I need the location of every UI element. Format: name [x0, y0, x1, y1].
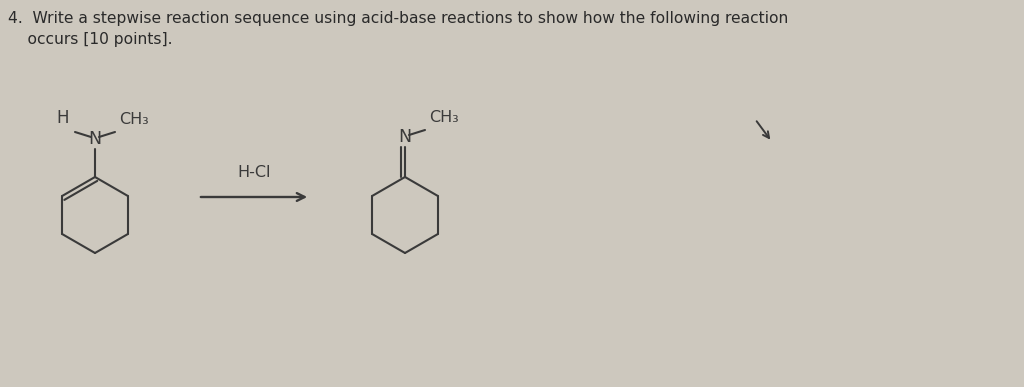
Text: CH₃: CH₃: [429, 110, 459, 125]
Text: N: N: [398, 128, 412, 146]
Text: 4.  Write a stepwise reaction sequence using acid-base reactions to show how the: 4. Write a stepwise reaction sequence us…: [8, 11, 788, 26]
Text: occurs [10 points].: occurs [10 points].: [8, 32, 172, 47]
Text: H-Cl: H-Cl: [238, 165, 270, 180]
Text: CH₃: CH₃: [119, 112, 148, 127]
Text: N: N: [88, 130, 101, 148]
Text: H: H: [56, 109, 69, 127]
